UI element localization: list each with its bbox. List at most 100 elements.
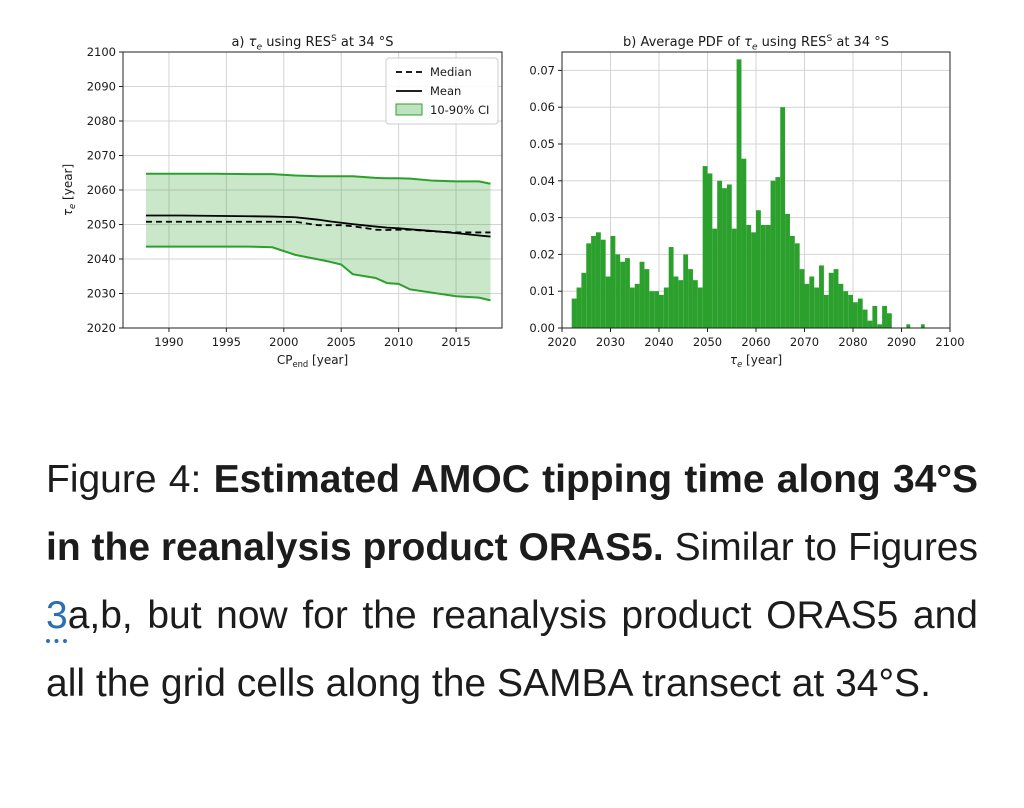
histogram-bar bbox=[722, 188, 727, 328]
histogram-bar bbox=[848, 294, 853, 328]
histogram-bar bbox=[833, 269, 839, 328]
legend: Median Mean 10-90% CI bbox=[385, 57, 499, 125]
histogram-bar bbox=[586, 243, 592, 328]
x-tick-label: 2015 bbox=[441, 335, 470, 349]
panel-a-line-chart: 1990 1995 2000 2005 2010 2015 2020 2030 2040 2050… bbox=[61, 34, 503, 369]
y-tick-label: 0.00 bbox=[529, 321, 555, 335]
histogram-bar bbox=[906, 324, 911, 328]
x-tick-label: 2005 bbox=[327, 335, 356, 349]
y-tick-label: 0.04 bbox=[529, 174, 555, 188]
figure-caption: Figure 4: Estimated AMOC tipping time al… bbox=[46, 446, 978, 718]
histogram-bar bbox=[639, 261, 645, 328]
histogram-bar bbox=[877, 324, 883, 328]
histogram-bar bbox=[843, 291, 849, 328]
y-tick-label: 0.07 bbox=[529, 63, 555, 77]
y-tick-label: 0.05 bbox=[529, 137, 555, 151]
caption-text-1: Similar to Figures bbox=[663, 526, 978, 569]
histogram-bar bbox=[649, 291, 655, 328]
histogram-bar bbox=[862, 309, 868, 328]
y-tick-label: 0.02 bbox=[529, 247, 555, 261]
histogram-bar bbox=[741, 158, 747, 328]
x-tick-label: 2010 bbox=[384, 335, 413, 349]
y-tick-label: 0.03 bbox=[529, 211, 555, 225]
histogram-bar bbox=[726, 184, 732, 328]
legend-ci-label: 10-90% CI bbox=[430, 103, 489, 117]
plot-frame bbox=[561, 51, 951, 329]
histogram-bar bbox=[717, 180, 723, 328]
histogram-bar bbox=[571, 298, 577, 328]
histogram-bar bbox=[828, 272, 834, 328]
panel-b-histogram: 2020 2030 2040 2050 2060 2070 2080 2090 2100 0.00… bbox=[529, 34, 964, 369]
histogram-bar bbox=[857, 298, 863, 328]
y-tick-label: 2020 bbox=[87, 321, 116, 335]
ci-upper-line bbox=[145, 172, 491, 185]
histogram-bar bbox=[853, 302, 858, 328]
x-tick-label: 2020 bbox=[547, 335, 576, 349]
x-tick-label: 2060 bbox=[741, 335, 770, 349]
y-tick-label: 2040 bbox=[87, 252, 116, 266]
histogram-bar bbox=[678, 280, 684, 328]
ci-band-fill bbox=[145, 173, 491, 301]
x-tick-label: 2090 bbox=[887, 335, 916, 349]
panel-a-ylabel: τe​ [year] bbox=[61, 164, 77, 216]
histogram-bar bbox=[712, 228, 718, 328]
x-tick-label: 1990 bbox=[154, 335, 183, 349]
histogram-bar bbox=[620, 261, 626, 328]
figure-panels: 1990 1995 2000 2005 2010 2015 2020 2030 2040 2050… bbox=[61, 34, 965, 369]
panel-a-xlabel: CPend​ [year] bbox=[277, 353, 348, 369]
plot-frame bbox=[122, 51, 503, 329]
histogram-bar bbox=[707, 173, 713, 328]
legend-median-label: Median bbox=[430, 65, 472, 79]
x-tick-label: 2040 bbox=[644, 335, 673, 349]
histogram-bar bbox=[799, 269, 805, 328]
histogram-bar bbox=[576, 287, 582, 328]
figure-reference-link[interactable]: 3 bbox=[46, 594, 68, 637]
histogram-bar bbox=[625, 258, 630, 328]
histogram-bar bbox=[920, 324, 925, 328]
legend-ci-swatch bbox=[395, 103, 423, 116]
y-tick-label: 2100 bbox=[87, 45, 116, 59]
histogram-bar bbox=[591, 236, 596, 328]
histogram-bar bbox=[867, 320, 873, 328]
y-tick-label: 2070 bbox=[87, 149, 116, 163]
histogram-bar bbox=[775, 177, 781, 328]
y-tick-label: 0.06 bbox=[529, 100, 555, 114]
y-tick-label: 2090 bbox=[87, 80, 116, 94]
histogram-bar bbox=[644, 269, 650, 328]
histogram-bar bbox=[668, 247, 674, 328]
histogram-bar bbox=[581, 272, 587, 328]
series-mean-line bbox=[145, 214, 491, 238]
histogram-bar bbox=[785, 213, 790, 328]
histogram-bar bbox=[673, 276, 679, 328]
histogram-bar bbox=[692, 280, 698, 328]
legend-box bbox=[385, 57, 499, 125]
histogram-bar bbox=[659, 294, 664, 328]
histogram-bar bbox=[809, 276, 815, 328]
histogram-bar bbox=[872, 305, 878, 328]
x-tick-label: 2000 bbox=[269, 335, 298, 349]
histogram-bar bbox=[629, 287, 635, 328]
histogram-bar bbox=[794, 243, 800, 328]
ci-lower-line bbox=[145, 245, 491, 302]
histogram-bar bbox=[702, 166, 708, 328]
histogram-bar bbox=[600, 239, 606, 328]
histogram-bar bbox=[654, 291, 659, 328]
y-tick-label: 2030 bbox=[87, 287, 116, 301]
y-tick-label: 0.01 bbox=[529, 284, 555, 298]
y-tick-label: 2080 bbox=[87, 114, 116, 128]
caption-prefix: Figure 4: bbox=[46, 458, 214, 501]
histogram-bar bbox=[634, 283, 640, 328]
histogram-bar bbox=[688, 269, 693, 328]
histogram-bar bbox=[765, 224, 771, 328]
x-tick-label: 2080 bbox=[838, 335, 867, 349]
x-tick-label: 2030 bbox=[596, 335, 625, 349]
y-tick-label: 2060 bbox=[87, 183, 116, 197]
histogram-bar bbox=[789, 236, 795, 328]
caption-text-2: a,b, but now for the reanalysis product … bbox=[46, 594, 978, 705]
x-tick-label: 1995 bbox=[212, 335, 241, 349]
histogram-bar bbox=[819, 265, 824, 328]
histogram-bar bbox=[663, 287, 669, 328]
histogram-bar bbox=[683, 254, 689, 328]
histogram-bar bbox=[838, 283, 844, 328]
histogram-bar bbox=[756, 210, 761, 328]
